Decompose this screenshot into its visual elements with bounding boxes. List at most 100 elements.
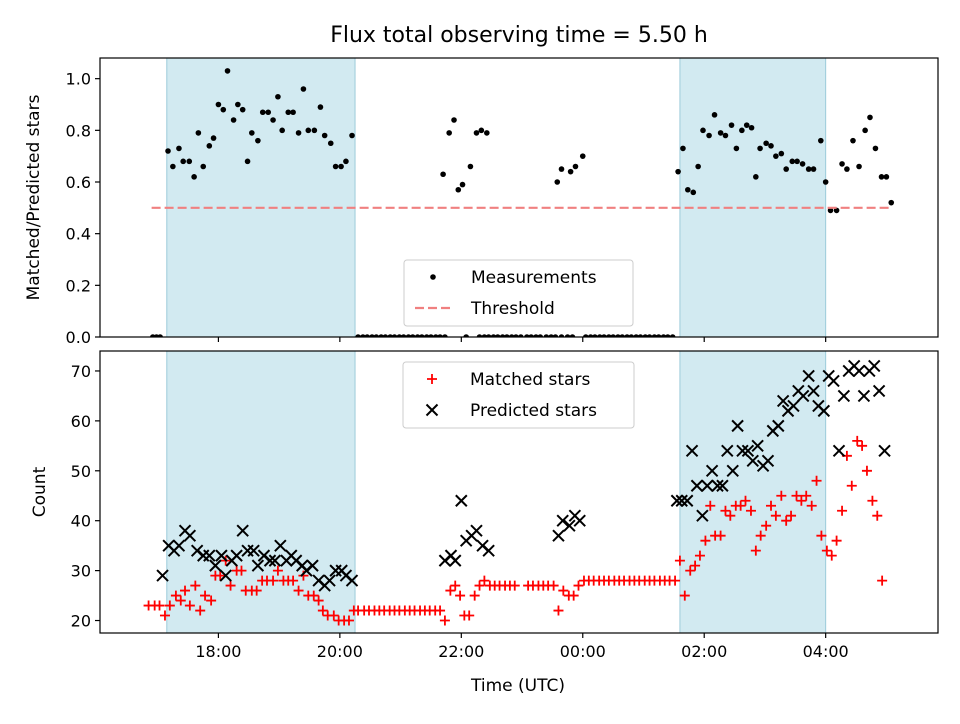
matched-star-point [464, 610, 475, 621]
measurement-point [255, 137, 261, 144]
measurement-point [717, 130, 724, 136]
matched-star-point [509, 580, 520, 591]
measurement-point [533, 334, 539, 337]
measurement-point [733, 145, 740, 152]
measurement-point [378, 334, 384, 337]
measurement-point [528, 334, 534, 337]
predicted-star-point [263, 554, 277, 567]
measurement-point [872, 145, 879, 152]
measurement-point [856, 163, 862, 170]
matched-star-point [837, 505, 848, 516]
measurement-point [675, 168, 681, 175]
y-tick-label: 0.6 [66, 173, 91, 192]
measurement-point [387, 334, 394, 337]
matched-star-point [852, 435, 863, 446]
predicted-star-point [556, 514, 569, 527]
matched-star-point [164, 600, 175, 611]
measurement-point [789, 158, 796, 165]
matched-star-point [236, 565, 247, 576]
measurement-point [739, 127, 745, 134]
predicted-star-point [449, 554, 462, 567]
measurement-point [669, 334, 676, 337]
y-tick-label: 1.0 [66, 70, 91, 89]
measurement-point [206, 143, 213, 149]
measurement-point [844, 166, 850, 172]
measurement-point [624, 334, 630, 337]
measurement-point [862, 127, 868, 134]
shaded-span [166, 58, 356, 337]
matched-star-point [770, 510, 781, 521]
measurement-point [186, 158, 193, 165]
measurement-point [343, 158, 349, 165]
measurement-point [285, 109, 292, 116]
matched-star-point [439, 615, 450, 626]
bottom-panel: 18:00 20:00 22:00 00:00 02:00 04:00 20 30 40 50 60… [30, 350, 939, 696]
measurement-point [537, 334, 544, 337]
measurement-point [763, 140, 769, 147]
measurement-point [195, 130, 202, 136]
measurement-point [224, 68, 231, 74]
matched-star-point [720, 505, 731, 516]
measurement-point [587, 334, 594, 337]
measurement-point [215, 101, 222, 108]
matched-star-point [685, 565, 696, 576]
matched-star-point [690, 560, 701, 571]
measurement-point [305, 127, 312, 134]
matched-star-point [846, 480, 857, 491]
measurement-point [210, 135, 217, 141]
x-tick-label: 22:00 [438, 642, 484, 661]
matched-star-point [740, 495, 751, 506]
predicted-star-point [696, 509, 709, 522]
predicted-star-point [470, 524, 483, 537]
measurement-point [317, 104, 324, 110]
matched-star-point [268, 575, 279, 586]
measurement-point [628, 334, 635, 337]
matched-star-point [781, 515, 792, 526]
predicted-star-point [156, 569, 169, 582]
measurement-point [311, 127, 318, 134]
matched-star-point [700, 535, 711, 546]
y-tick-label: 0.8 [66, 121, 91, 140]
measurement-point [513, 334, 519, 337]
predicted-star-point [236, 524, 249, 537]
y-tick-label: 30 [71, 562, 91, 581]
legend-dot-swatch [430, 274, 436, 280]
legend: Matched stars Predicted stars [402, 361, 635, 429]
measurement-point [660, 334, 667, 337]
y-tick-label: 0.2 [66, 276, 91, 295]
matched-star-point [170, 590, 181, 601]
x-tick-label: 00:00 [560, 642, 606, 661]
matched-star-point [857, 440, 868, 451]
matched-star-point [735, 500, 746, 511]
measurement-point [459, 181, 466, 188]
predicted-star-point [872, 384, 886, 398]
matched-star-point [293, 585, 304, 596]
measurement-point [451, 117, 457, 123]
legend: Measurements Threshold [403, 259, 634, 327]
matched-star-point [195, 605, 206, 616]
measurement-point [773, 153, 779, 159]
predicted-star-point [802, 369, 815, 383]
matched-star-point [821, 545, 832, 556]
matched-star-point [251, 585, 262, 596]
predicted-star-point [857, 389, 871, 403]
predicted-star-point [183, 529, 197, 542]
matched-star-point [861, 465, 872, 476]
measurement-point [170, 163, 176, 170]
measurement-point [558, 334, 565, 337]
y-tick-label: 70 [71, 362, 91, 381]
predicted-star-point [868, 359, 881, 373]
x-tick-label: 20:00 [317, 642, 363, 661]
measurement-point [579, 153, 586, 159]
measurement-point [414, 334, 421, 337]
matched-star-point [573, 580, 584, 591]
measurement-point [569, 334, 576, 337]
measurement-point [642, 334, 649, 337]
measurement-point [476, 334, 483, 337]
measurement-point [295, 130, 302, 136]
measurement-point [455, 186, 462, 193]
measurement-point [275, 93, 281, 100]
measurement-point [601, 334, 607, 337]
measurement-point [867, 114, 873, 121]
